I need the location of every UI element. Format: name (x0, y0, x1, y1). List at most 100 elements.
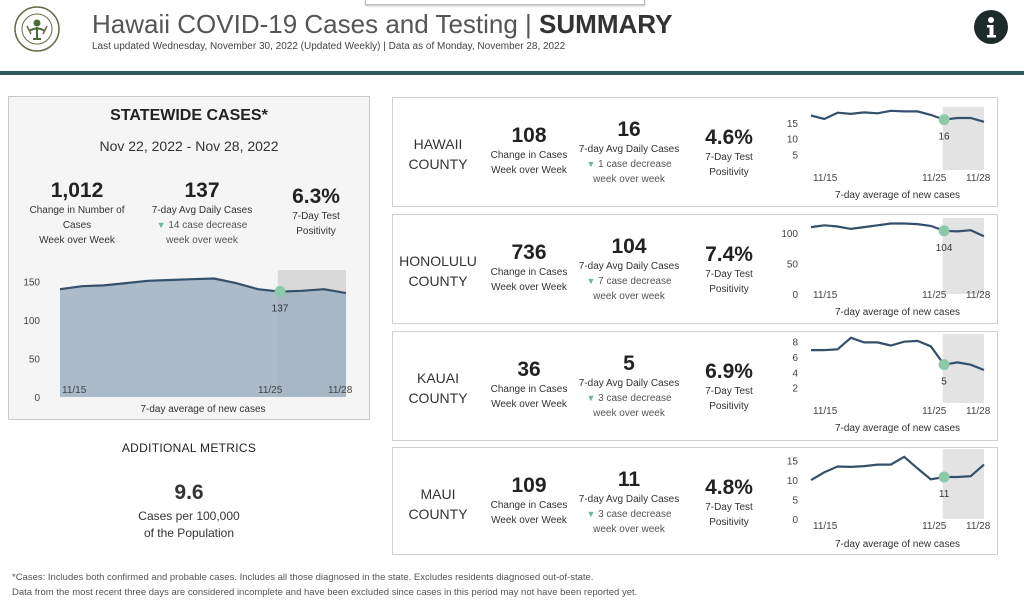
y-tick-label: 100 (23, 316, 40, 327)
x-tick-label: 11/15 (813, 521, 838, 532)
county-positivity-metric: 4.6% 7-Day Test Positivity (687, 126, 771, 180)
additional-metrics-title: ADDITIONAL METRICS (121, 441, 257, 455)
chart-caption: 7-day average of new cases (835, 190, 960, 201)
county-positivity-label-1: 7-Day Test (705, 502, 753, 513)
last-updated-text: Last updated Wednesday, November 30, 202… (92, 41, 566, 52)
county-name-line-1: HONOLULU (399, 253, 477, 269)
y-tick-label: 0 (792, 515, 798, 526)
county-cases-label-1: Change in Cases (490, 267, 568, 278)
county-cases-label-2: Week over Week (491, 399, 567, 410)
county-name: KAUAI COUNTY (393, 368, 483, 408)
county-avg-value: 16 (617, 118, 641, 141)
latest-value-marker (274, 286, 286, 298)
county-avg-change: 3 case decrease (598, 393, 672, 404)
county-positivity-label-2: Positivity (709, 517, 749, 528)
marker-value-label: 11 (939, 489, 950, 500)
incomplete-data-shade (942, 449, 984, 519)
county-name-line-2: COUNTY (408, 273, 468, 289)
down-triangle-icon: ▼ (586, 159, 596, 169)
county-positivity-label-1: 7-Day Test (705, 152, 753, 163)
county-avg-value: 104 (611, 235, 647, 258)
county-avg-change: 7 case decrease (598, 276, 672, 287)
county-avg-metric: 5 7-day Avg Daily Cases ▼ 3 case decreas… (573, 352, 685, 421)
county-avg-change: 1 case decrease (598, 159, 672, 170)
county-positivity-value: 4.8% (705, 476, 753, 499)
x-tick-label: 11/28 (966, 173, 991, 184)
y-tick-label: 5 (792, 150, 798, 161)
statewide-title: STATEWIDE CASES* (110, 107, 268, 124)
county-positivity-label-2: Positivity (709, 284, 749, 295)
county-name-line-1: KAUAI (416, 370, 459, 386)
series-line-kauai (811, 336, 985, 372)
county-avg-metric: 104 7-day Avg Daily Cases ▼ 7 case decre… (573, 235, 685, 304)
cases-per-100k-label-2: of the Population (143, 526, 235, 540)
county-cases-metric: 109 Change in Cases Week over Week (483, 474, 575, 528)
county-positivity-label-1: 7-Day Test (705, 269, 753, 280)
incomplete-data-shade (942, 334, 984, 403)
county-cases-value: 108 (511, 124, 547, 147)
info-icon (987, 17, 996, 38)
county-name-line-1: MAUI (420, 486, 456, 502)
x-tick-label: 11/28 (966, 290, 991, 301)
cases-per-100k-label-1: Cases per 100,000 (138, 509, 240, 523)
county-avg-change-2: week over week (593, 174, 665, 185)
page-title-main: Hawaii COVID-19 Cases and Testing | (92, 9, 532, 39)
x-tick-label: 11/15 (813, 406, 838, 417)
statewide-avg-value: 137 (184, 179, 220, 202)
county-avg-label: 7-day Avg Daily Cases (578, 144, 680, 155)
county-avg-change-2: week over week (593, 291, 665, 302)
county-name-line-2: COUNTY (408, 390, 468, 406)
county-positivity-label-2: Positivity (709, 167, 749, 178)
statewide-date-range: Nov 22, 2022 - Nov 28, 2022 (99, 138, 279, 154)
county-positivity-label-2: Positivity (709, 401, 749, 412)
county-avg-label: 7-day Avg Daily Cases (578, 261, 680, 272)
y-tick-label: 50 (787, 260, 799, 271)
cases-per-100k-value: 9.6 (174, 481, 204, 504)
county-name-line-1: HAWAII (413, 136, 463, 152)
county-avg-change-2: week over week (593, 524, 665, 535)
statewide-cases-label-3: Week over Week (39, 235, 115, 246)
latest-value-marker (938, 114, 950, 126)
county-positivity-metric: 6.9% 7-Day Test Positivity (687, 360, 771, 414)
y-tick-label: 100 (781, 229, 798, 240)
county-avg-label: 7-day Avg Daily Cases (578, 378, 680, 389)
x-tick-label: 11/25 (258, 385, 283, 396)
y-tick-label: 0 (34, 393, 40, 404)
x-tick-label: 11/25 (922, 521, 947, 532)
x-tick-label: 11/15 (813, 173, 838, 184)
y-tick-label: 50 (29, 355, 41, 366)
chart-caption: 7-day average of new cases (835, 539, 960, 550)
chart-caption: 7-day average of new cases (140, 404, 265, 415)
statewide-positivity-metric: 6.3% 7-Day Test Positivity (271, 185, 361, 239)
series-line-hawaii (810, 109, 985, 123)
y-tick-label: 10 (787, 135, 799, 146)
x-tick-label: 11/28 (966, 521, 991, 532)
y-tick-label: 2 (792, 384, 798, 395)
county-cases-label-2: Week over Week (491, 165, 567, 176)
county-cases-metric: 108 Change in Cases Week over Week (483, 124, 575, 178)
x-tick-label: 11/25 (922, 173, 947, 184)
county-cases-label-1: Change in Cases (490, 500, 568, 511)
statewide-avg-change-2: week over week (166, 235, 238, 246)
down-triangle-icon: ▼ (156, 220, 166, 230)
county-card-hawaii: HAWAII COUNTY 108 Change in Cases Week o… (392, 97, 998, 207)
statewide-positivity-label-1: 7-Day Test (292, 211, 340, 222)
page-title: Hawaii COVID-19 Cases and Testing | SUMM… (92, 9, 672, 40)
toolbar-handle[interactable] (365, 0, 645, 5)
latest-value-marker (938, 359, 950, 371)
county-avg-label: 7-day Avg Daily Cases (578, 494, 680, 505)
down-triangle-icon: ▼ (586, 509, 596, 519)
y-tick-label: 8 (792, 338, 798, 349)
county-positivity-value: 7.4% (705, 243, 753, 266)
county-positivity-metric: 7.4% 7-Day Test Positivity (687, 243, 771, 297)
x-tick-label: 11/25 (922, 406, 947, 417)
down-triangle-icon: ▼ (586, 276, 596, 286)
county-cases-metric: 736 Change in Cases Week over Week (483, 241, 575, 295)
county-cases-label-1: Change in Cases (490, 384, 568, 395)
statewide-area (60, 278, 346, 397)
statewide-avg-metric: 137 7-day Avg Daily Cases ▼ 14 case decr… (137, 179, 267, 248)
info-button[interactable] (974, 10, 1008, 44)
statewide-cases-label-2: Cases (62, 220, 92, 231)
statewide-positivity-label-2: Positivity (296, 226, 336, 237)
y-tick-label: 10 (787, 476, 799, 487)
